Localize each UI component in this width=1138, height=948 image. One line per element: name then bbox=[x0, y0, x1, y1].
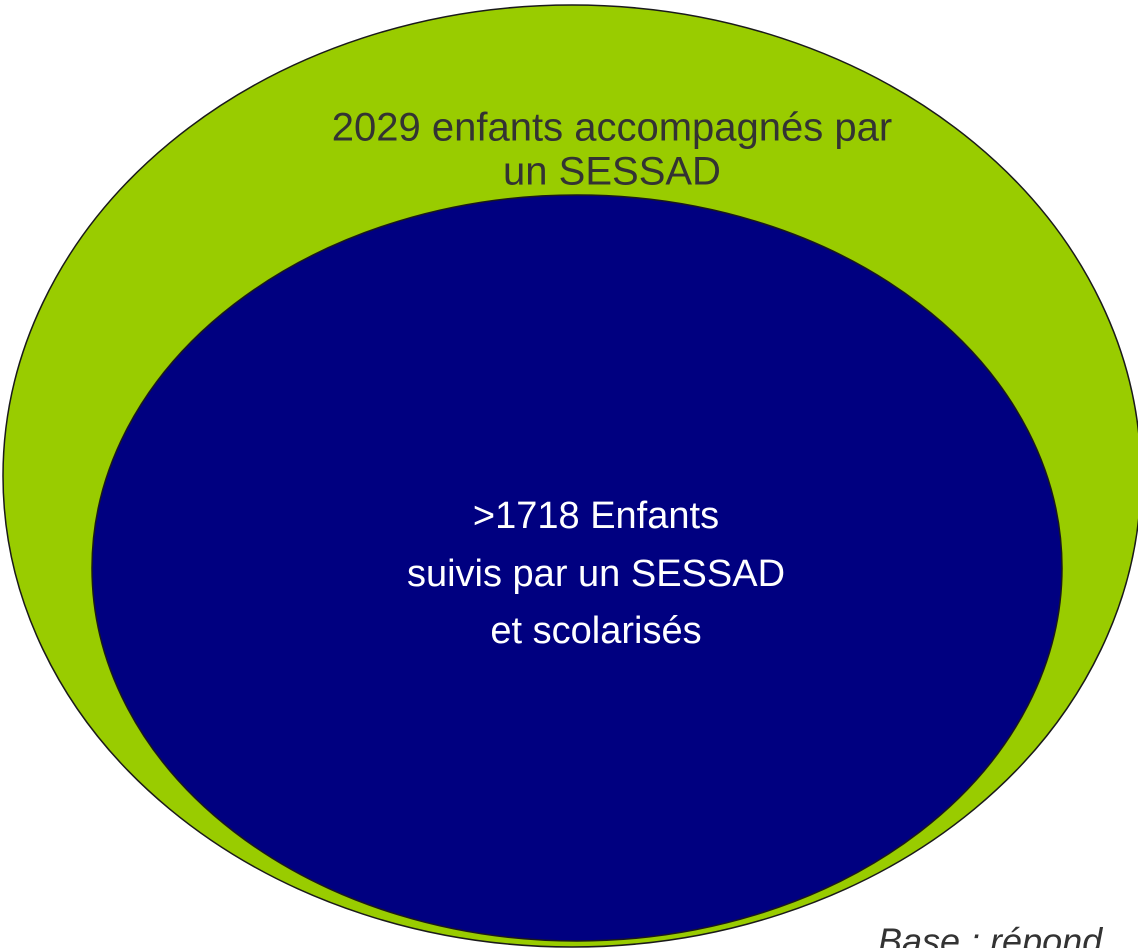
inner-label-line: et scolarisés bbox=[490, 610, 701, 652]
inner-label-line: suivis par un SESSAD bbox=[407, 553, 785, 595]
inner-label-line: >1718 Enfants bbox=[473, 495, 719, 537]
outer-label-line: 2029 enfants accompagnés par bbox=[332, 106, 892, 150]
inner-ellipse bbox=[91, 194, 1063, 942]
outer-label-line: un SESSAD bbox=[503, 150, 721, 194]
footnote: Base : répond bbox=[878, 921, 1103, 948]
